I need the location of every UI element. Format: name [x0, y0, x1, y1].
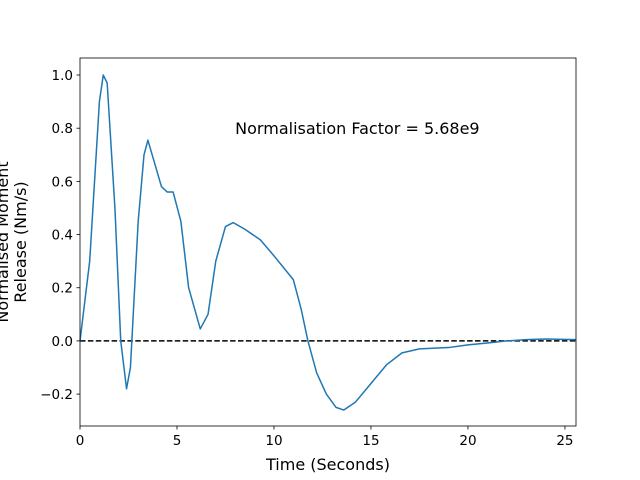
annotation: Normalisation Factor = 5.68e9 [235, 119, 479, 138]
y-tick-label: −0.2 [40, 387, 73, 403]
x-tick-label: 20 [459, 433, 476, 449]
y-tick-label: 0.0 [52, 334, 73, 350]
data-line [79, 74, 577, 411]
plot-frame [79, 57, 577, 427]
x-axis-label: Time (Seconds) [265, 455, 390, 474]
y-tick-label: 0.2 [52, 281, 73, 297]
y-axis-label: Normalised Moment [0, 161, 12, 322]
x-tick-label: 5 [173, 433, 182, 449]
y-axis-label: Release (Nm/s) [11, 181, 30, 302]
y-tick-label: 1.0 [52, 68, 73, 84]
y-tick-label: 0.8 [52, 121, 73, 137]
x-tick-label: 0 [76, 433, 85, 449]
x-tick-label: 15 [362, 433, 379, 449]
x-tick-label: 10 [265, 433, 282, 449]
y-tick-label: 0.6 [52, 174, 73, 190]
y-tick-label: 0.4 [52, 228, 73, 244]
x-tick-label: 25 [556, 433, 573, 449]
